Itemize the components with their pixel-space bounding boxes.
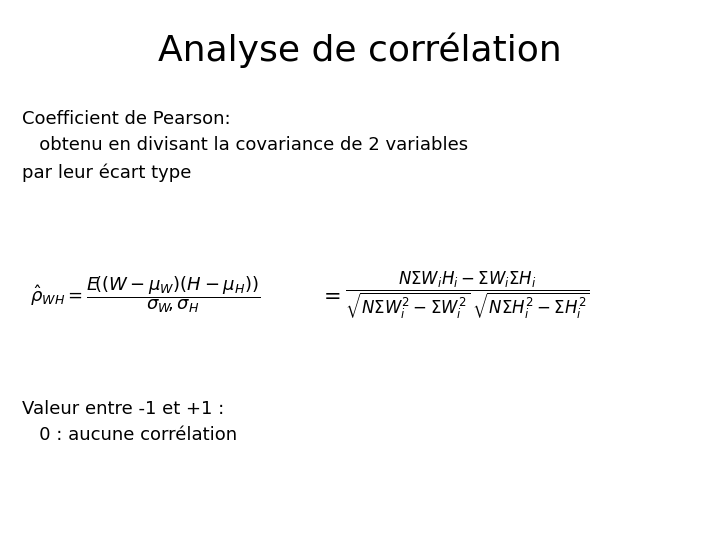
Text: $\dfrac{N\Sigma W_i H_i - \Sigma W_i \Sigma H_i}{\sqrt{N\Sigma W_i^{2} - \Sigma : $\dfrac{N\Sigma W_i H_i - \Sigma W_i \Si… bbox=[345, 269, 590, 321]
Text: Valeur entre -1 et +1 :
   0 : aucune corrélation: Valeur entre -1 et +1 : 0 : aucune corré… bbox=[22, 400, 237, 444]
Text: $=$: $=$ bbox=[319, 285, 341, 305]
Text: Coefficient de Pearson:
   obtenu en divisant la covariance de 2 variables
par l: Coefficient de Pearson: obtenu en divisa… bbox=[22, 110, 468, 181]
Text: Analyse de corrélation: Analyse de corrélation bbox=[158, 32, 562, 68]
Text: $\hat{\rho}_{WH} = \dfrac{E\!\left((W-\mu_W)(H-\mu_H)\right)}{\sigma_W\!,\sigma_: $\hat{\rho}_{WH} = \dfrac{E\!\left((W-\m… bbox=[30, 275, 260, 315]
